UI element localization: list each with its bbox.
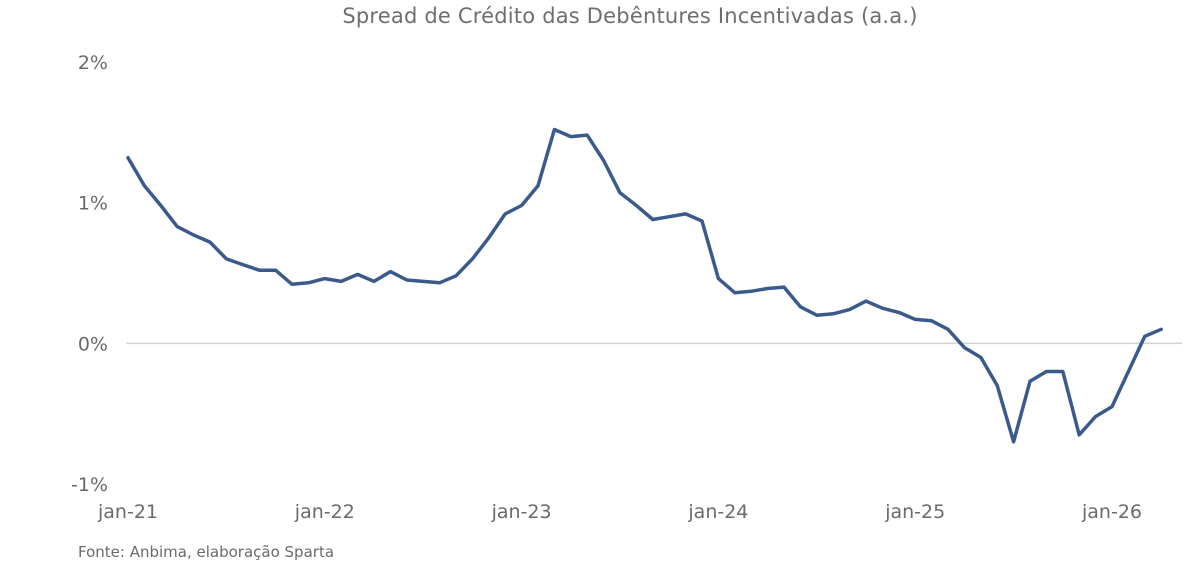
y-axis: 2% 1% 0% -1% xyxy=(71,52,108,496)
x-tick-label: jan-22 xyxy=(294,501,355,523)
x-tick-label: jan-21 xyxy=(97,501,158,523)
x-tick-label: jan-24 xyxy=(687,501,748,523)
x-axis: jan-21 jan-22 jan-23 jan-24 jan-25 jan-26 xyxy=(97,501,1142,523)
y-tick-label: 0% xyxy=(78,333,108,355)
series-line xyxy=(126,127,1163,444)
chart-title: Spread de Crédito das Debêntures Incenti… xyxy=(342,4,918,28)
x-tick-label: jan-25 xyxy=(884,501,945,523)
y-tick-label: 1% xyxy=(78,193,108,215)
source-note: Fonte: Anbima, elaboração Sparta xyxy=(78,543,335,561)
x-tick-label: jan-26 xyxy=(1081,501,1142,523)
y-tick-label: -1% xyxy=(71,474,108,496)
x-tick-label: jan-23 xyxy=(491,501,552,523)
series-layer xyxy=(126,127,1163,444)
y-tick-label: 2% xyxy=(78,52,108,74)
